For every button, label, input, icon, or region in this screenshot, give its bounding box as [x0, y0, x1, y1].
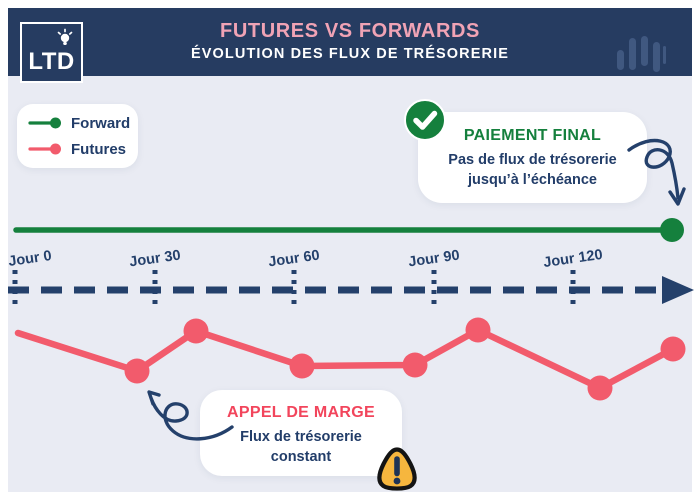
page-title: FUTURES VS FORWARDS	[220, 20, 480, 42]
callout-final-payment: PAIEMENT FINAL Pas de flux de trésorerie…	[418, 112, 647, 203]
legend-item-futures: Futures	[28, 141, 138, 158]
legend-label: Forward	[71, 114, 131, 132]
legend-label: Futures	[71, 140, 127, 158]
page-subtitle: ÉVOLUTION DES FLUX DE TRÉSORERIE	[191, 46, 509, 62]
callout-body-line1: Flux de trésorerie	[240, 429, 362, 445]
callout-body-line1: Pas de flux de trésorerie	[448, 152, 617, 168]
lightbulb-icon	[57, 28, 73, 45]
candlestick-chart-icon	[617, 36, 666, 72]
check-circle-icon	[404, 99, 446, 141]
logo-text: LTD	[28, 48, 75, 75]
header-titles: FUTURES VS FORWARDS ÉVOLUTION DES FLUX D…	[8, 19, 692, 62]
callout-body-line2: constant	[270, 449, 332, 465]
legend: Forward Futures	[17, 104, 138, 168]
callout-body: Flux de trésorerie constant	[200, 427, 402, 467]
warning-triangle-icon	[377, 447, 417, 491]
forward-line-icon	[28, 117, 61, 129]
callout-body: Pas de flux de trésorerie jusqu’à l’éché…	[418, 150, 647, 190]
brand-logo: LTD	[20, 22, 83, 83]
callout-body-line2: jusqu’à l’échéance	[468, 172, 597, 188]
header: FUTURES VS FORWARDS ÉVOLUTION DES FLUX D…	[8, 8, 692, 76]
callout-title: APPEL DE MARGE	[227, 404, 375, 421]
callout-title: PAIEMENT FINAL	[463, 127, 602, 144]
legend-item-forward: Forward	[28, 115, 138, 132]
futures-line-icon	[28, 143, 61, 155]
